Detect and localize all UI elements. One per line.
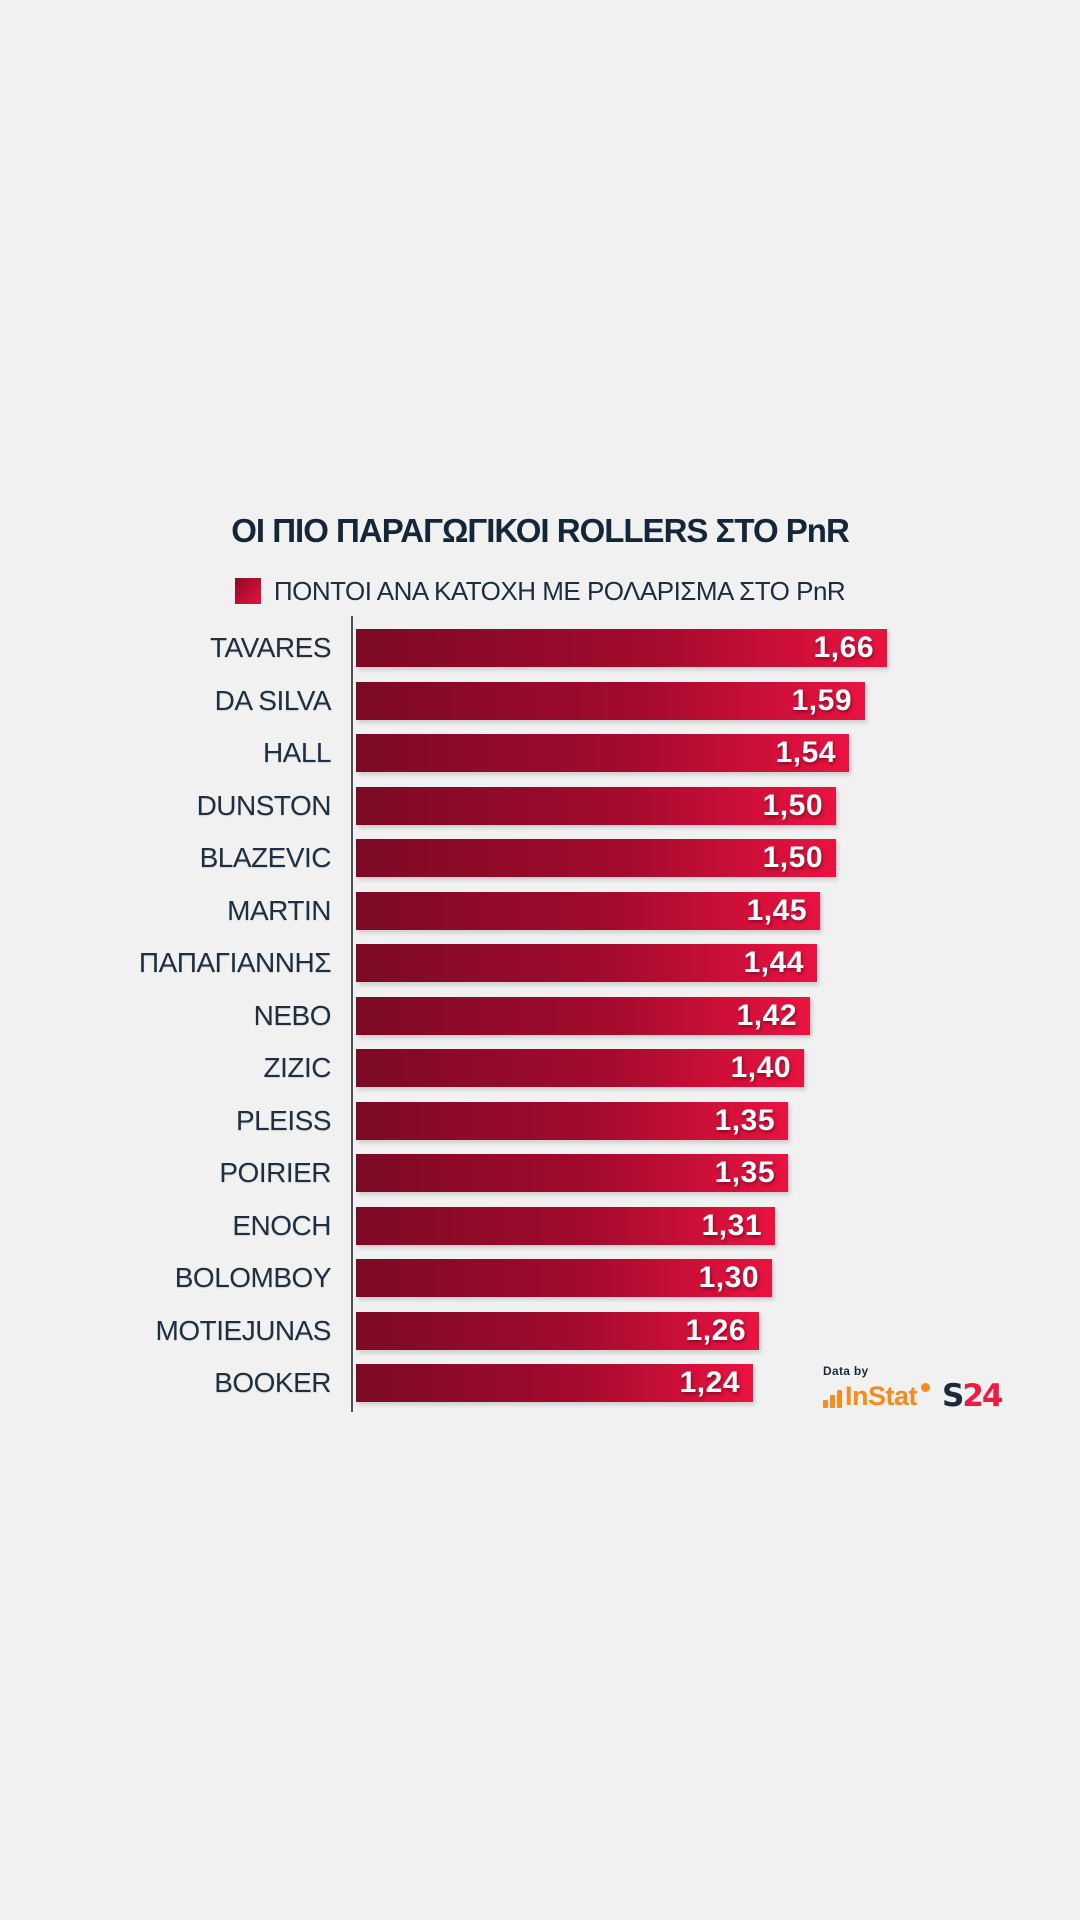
bar-area: 1,35 (356, 1101, 1080, 1140)
instat-logo-text: InStat (845, 1381, 918, 1411)
player-label: MOTIEJUNAS (155, 1314, 332, 1346)
bar-row: BOLOMBOY 1,30 (0, 1252, 1080, 1305)
bar-row: DA SILVA 1,59 (0, 675, 1080, 728)
value-bar: 1,35 (356, 1154, 788, 1193)
bar-value-label: 1,35 (714, 1103, 775, 1137)
player-label: BOLOMBOY (174, 1262, 332, 1294)
bar-area: 1,50 (356, 839, 1080, 878)
value-bar: 1,50 (356, 839, 836, 878)
value-bar: 1,54 (356, 734, 849, 773)
bar-value-label: 1,45 (746, 893, 807, 927)
bar-value-label: 1,31 (701, 1208, 762, 1242)
player-label: DUNSTON (196, 789, 332, 821)
basketball-icon (921, 1383, 931, 1392)
value-bar: 1,45 (356, 891, 820, 930)
bar-area: 1,26 (356, 1311, 1080, 1350)
branding-block: Data by InStat S24 (823, 1364, 1003, 1414)
bar-area: 1,45 (356, 891, 1080, 930)
chart-title: ΟΙ ΠΙΟ ΠΑΡΑΓΩΓΙΚΟΙ ROLLERS ΣΤΟ PnR (231, 512, 850, 549)
bar-row: ENOCH 1,31 (0, 1200, 1080, 1253)
bar-chart: TAVARES 1,66 DA SILVA 1,59 HALL 1,54 DUNSTON 1,… (0, 622, 1080, 1410)
legend-label: ΠΟΝΤΟΙ ΑΝΑ ΚΑΤΟΧΗ ΜΕ ΡΟΛΑΡΙΣΜΑ ΣΤΟ PnR (273, 575, 846, 606)
bar-area: 1,50 (356, 786, 1080, 825)
player-label: MARTIN (227, 894, 331, 926)
logo-row: InStat S24 (823, 1378, 1003, 1414)
value-bar: 1,42 (356, 996, 810, 1035)
bar-area: 1,31 (356, 1206, 1080, 1245)
bar-row: ΠΑΠΑΓΙΑΝΝΗΣ 1,44 (0, 937, 1080, 990)
value-bar: 1,24 (356, 1364, 753, 1403)
bar-row: POIRIER 1,35 (0, 1147, 1080, 1200)
value-bar: 1,50 (356, 786, 836, 825)
bar-area: 1,44 (356, 944, 1080, 983)
bar-area: 1,40 (356, 1049, 1080, 1088)
sport24-logo-s: S (942, 1378, 964, 1414)
bar-value-label: 1,30 (698, 1261, 759, 1295)
bar-value-label: 1,54 (775, 736, 836, 770)
player-label: ΠΑΠΑΓΙΑΝΝΗΣ (138, 947, 332, 979)
bar-value-label: 1,24 (679, 1366, 740, 1400)
bar-area: 1,30 (356, 1259, 1080, 1298)
legend-swatch (234, 578, 261, 604)
data-by-label: Data by (823, 1364, 869, 1378)
bar-area: 1,54 (356, 734, 1080, 773)
player-label: HALL (262, 737, 332, 769)
sport24-logo: S24 (942, 1378, 1003, 1414)
value-bar: 1,40 (356, 1049, 804, 1088)
sport24-logo-number: 24 (962, 1378, 1003, 1414)
chart-legend: ΠΟΝΤΟΙ ΑΝΑ ΚΑΤΟΧΗ ΜΕ ΡΟΛΑΡΙΣΜΑ ΣΤΟ PnR (0, 575, 1080, 606)
bar-area: 1,42 (356, 996, 1080, 1035)
y-axis-line (351, 616, 353, 1412)
player-label: PLEISS (235, 1104, 332, 1136)
value-bar: 1,66 (356, 629, 887, 668)
player-label: BLAZEVIC (199, 842, 332, 874)
bar-row: NEBO 1,42 (0, 990, 1080, 1043)
bar-row: MARTIN 1,45 (0, 885, 1080, 938)
bar-value-label: 1,26 (685, 1313, 746, 1347)
bar-value-label: 1,50 (762, 841, 823, 875)
value-bar: 1,26 (356, 1311, 759, 1350)
bar-value-label: 1,44 (743, 946, 804, 980)
bar-area: 1,59 (356, 681, 1080, 720)
player-label: BOOKER (214, 1367, 331, 1399)
value-bar: 1,59 (356, 681, 865, 720)
bar-area: 1,35 (356, 1154, 1080, 1193)
instat-bars-icon (823, 1390, 842, 1412)
bar-value-label: 1,35 (714, 1156, 775, 1190)
bar-value-label: 1,42 (736, 998, 797, 1032)
bar-row: DUNSTON 1,50 (0, 780, 1080, 833)
player-label: ZIZIC (263, 1052, 332, 1084)
bar-row: BLAZEVIC 1,50 (0, 832, 1080, 885)
player-label: ENOCH (232, 1209, 331, 1241)
instat-logo: InStat (823, 1381, 931, 1412)
bar-area: 1,66 (356, 629, 1080, 668)
bar-row: HALL 1,54 (0, 727, 1080, 780)
value-bar: 1,31 (356, 1206, 775, 1245)
bar-row: BOOKER 1,24 (0, 1357, 1080, 1410)
bar-value-label: 1,59 (791, 683, 852, 717)
bar-value-label: 1,40 (730, 1051, 791, 1085)
value-bar: 1,35 (356, 1101, 788, 1140)
bar-value-label: 1,66 (813, 631, 874, 665)
player-label: TAVARES (210, 632, 331, 664)
player-label: POIRIER (219, 1157, 331, 1189)
bar-row: MOTIEJUNAS 1,26 (0, 1305, 1080, 1358)
bar-value-label: 1,50 (762, 788, 823, 822)
bar-area: 1,24 (356, 1364, 1080, 1403)
bar-row: TAVARES 1,66 (0, 622, 1080, 675)
value-bar: 1,30 (356, 1259, 772, 1298)
player-label: DA SILVA (214, 684, 332, 716)
value-bar: 1,44 (356, 944, 817, 983)
bar-row: ZIZIC 1,40 (0, 1042, 1080, 1095)
player-label: NEBO (253, 999, 332, 1031)
bar-row: PLEISS 1,35 (0, 1095, 1080, 1148)
